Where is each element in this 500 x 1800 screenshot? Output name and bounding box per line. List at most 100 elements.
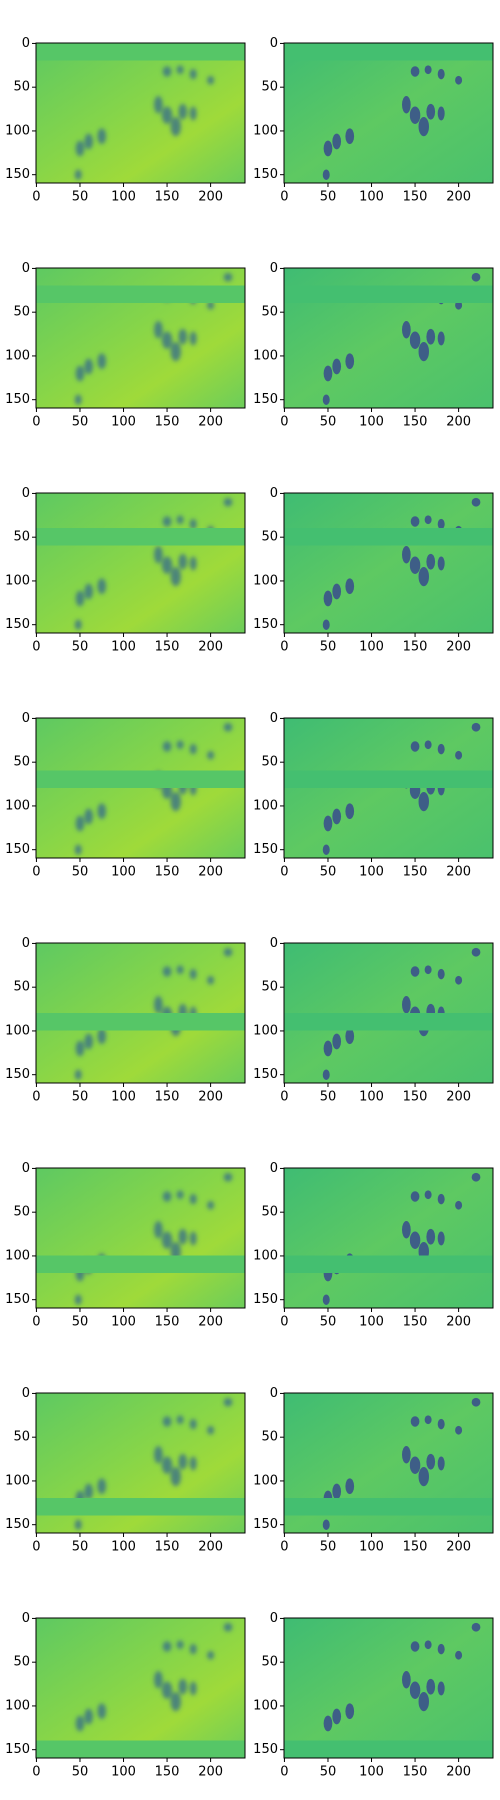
figure-blob [409, 331, 421, 349]
axes-frame [35, 492, 246, 634]
figure-blob [401, 1670, 411, 1689]
figure-blob [418, 341, 429, 362]
x-tick-label: 200 [198, 1765, 223, 1780]
figure-blob [189, 1681, 197, 1696]
image-panel: 0 50 100 150 200 0 50 100 150 [5, 1386, 246, 1555]
masked-band [36, 1013, 245, 1031]
figure-blob [97, 1028, 107, 1045]
x-tick-label: 200 [446, 1315, 471, 1330]
x-tick-label: 150 [403, 415, 428, 430]
figure-blob [322, 1294, 330, 1305]
x-tick-label: 200 [198, 415, 223, 430]
image-panel: 0 50 100 150 200 0 50 100 150 [253, 1611, 494, 1780]
figure-blob [84, 358, 94, 375]
figure-blob [332, 583, 342, 600]
figure-blob [418, 1466, 429, 1487]
figure-blob [84, 583, 94, 600]
y-tick-label: 100 [5, 123, 30, 138]
figure-blob [471, 1622, 481, 1632]
figure-blob [84, 1483, 94, 1500]
figure-blob [424, 65, 432, 75]
figure-blob [74, 1519, 82, 1530]
figure-blob [410, 741, 420, 752]
figure-blob [322, 844, 330, 855]
figure-blob [161, 106, 173, 124]
figure-blob [223, 947, 233, 957]
y-tick-label: 100 [253, 798, 278, 813]
x-tick-label: 50 [320, 1315, 337, 1330]
y-tick-label: 50 [261, 1430, 278, 1445]
image-panel: 0 50 100 150 200 0 50 100 150 [5, 1611, 246, 1780]
image [36, 1618, 245, 1758]
figure-blob [401, 545, 411, 564]
x-tick-label: 50 [72, 640, 89, 655]
x-tick-label: 200 [446, 1090, 471, 1105]
y-tick-label: 100 [253, 1473, 278, 1488]
x-tick-label: 0 [32, 640, 40, 655]
y-tick-label: 150 [253, 392, 278, 407]
figure-blob [437, 1193, 445, 1205]
figure-blob [189, 68, 197, 80]
figure-blob [410, 1641, 420, 1652]
figure-blob [84, 1708, 94, 1725]
figure-blob [189, 556, 197, 571]
y-tick-label: 0 [270, 1161, 278, 1176]
axes-frame [35, 1392, 246, 1534]
figure-blob [74, 169, 82, 180]
figure-blob [410, 66, 420, 77]
image [284, 1618, 493, 1758]
y-tick-label: 50 [261, 755, 278, 770]
y-tick-label: 50 [261, 80, 278, 95]
figure-blob [189, 1231, 197, 1246]
figure-blob [418, 1691, 429, 1712]
figure-blob [189, 743, 197, 755]
figure-blob [74, 1069, 82, 1080]
figure-blob [437, 743, 445, 755]
figure-blob [84, 1033, 94, 1050]
x-tick-label: 100 [359, 1540, 384, 1555]
figure-blob [97, 353, 107, 370]
y-tick-label: 50 [261, 1205, 278, 1220]
figure-blob [162, 1191, 172, 1202]
x-tick-label: 200 [198, 1315, 223, 1330]
figure-blob [410, 516, 420, 527]
figure-blob [424, 1190, 432, 1200]
figure-blob [455, 750, 463, 760]
figure-blob [437, 331, 445, 346]
figure-blob [223, 722, 233, 732]
x-tick-label: 150 [155, 640, 180, 655]
masked-band [36, 1740, 245, 1758]
figure-blob [426, 103, 436, 120]
x-tick-label: 150 [403, 1315, 428, 1330]
figure-blob [178, 328, 188, 345]
figure-blob [84, 808, 94, 825]
figure-blob [189, 331, 197, 346]
figure-blob [162, 1641, 172, 1652]
y-tick-label: 100 [253, 123, 278, 138]
figure-blob [161, 1681, 173, 1699]
x-tick-label: 150 [155, 1315, 180, 1330]
x-tick-label: 200 [198, 865, 223, 880]
masked-band [284, 43, 493, 61]
figure-blob [189, 1193, 197, 1205]
figure-blob [409, 556, 421, 574]
y-tick-label: 0 [22, 936, 30, 951]
figure-blob [455, 1425, 463, 1435]
y-tick-label: 50 [261, 1655, 278, 1670]
figure-blob [178, 1678, 188, 1695]
figure-blob [153, 95, 163, 114]
figure-blob [426, 1453, 436, 1470]
figure-blob [345, 1703, 355, 1720]
y-tick-label: 50 [13, 1430, 30, 1445]
figure-blob [153, 320, 163, 339]
axes-frame [35, 267, 246, 409]
y-tick-label: 50 [261, 980, 278, 995]
x-tick-label: 200 [446, 640, 471, 655]
figure-blob [409, 1231, 421, 1249]
image [36, 43, 245, 183]
y-tick-label: 0 [270, 1611, 278, 1626]
y-tick-label: 50 [13, 305, 30, 320]
figure-blob [176, 740, 184, 750]
